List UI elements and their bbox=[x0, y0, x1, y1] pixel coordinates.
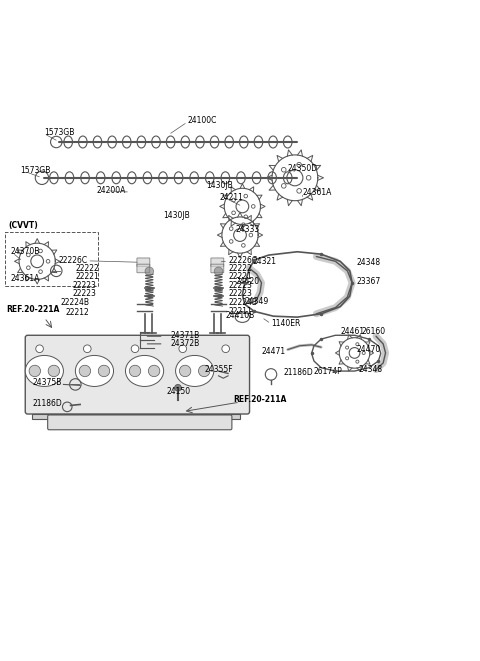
Text: 22223: 22223 bbox=[73, 281, 97, 290]
Text: 24348: 24348 bbox=[359, 365, 383, 374]
Text: 24100C: 24100C bbox=[188, 116, 217, 125]
Text: 24355F: 24355F bbox=[204, 365, 233, 374]
Text: REF.20-221A: REF.20-221A bbox=[6, 305, 60, 315]
Text: 24361A: 24361A bbox=[11, 274, 40, 282]
Text: 23367: 23367 bbox=[357, 278, 381, 286]
FancyBboxPatch shape bbox=[137, 258, 150, 266]
Text: 24370B: 24370B bbox=[11, 247, 40, 256]
Circle shape bbox=[98, 366, 110, 377]
Text: 26174P: 26174P bbox=[314, 367, 343, 375]
Circle shape bbox=[222, 345, 229, 352]
Text: 24471: 24471 bbox=[262, 347, 286, 356]
Text: 24348: 24348 bbox=[357, 258, 381, 267]
Circle shape bbox=[199, 366, 210, 377]
Text: 22211: 22211 bbox=[228, 307, 252, 316]
Text: 22226C: 22226C bbox=[228, 256, 257, 265]
Text: 1140ER: 1140ER bbox=[271, 319, 300, 329]
Circle shape bbox=[129, 366, 141, 377]
FancyBboxPatch shape bbox=[211, 258, 224, 266]
Text: 24349: 24349 bbox=[245, 297, 269, 306]
Circle shape bbox=[131, 345, 139, 352]
Circle shape bbox=[175, 385, 181, 391]
Text: 24410B: 24410B bbox=[226, 311, 255, 320]
Text: REF.20-211A: REF.20-211A bbox=[233, 395, 286, 404]
Text: 22226C: 22226C bbox=[58, 256, 87, 265]
Text: 24333: 24333 bbox=[235, 225, 260, 234]
Ellipse shape bbox=[176, 356, 214, 387]
Circle shape bbox=[79, 366, 91, 377]
Circle shape bbox=[148, 366, 160, 377]
Text: 24361A: 24361A bbox=[302, 188, 331, 196]
Text: 24150: 24150 bbox=[166, 387, 190, 395]
Ellipse shape bbox=[25, 356, 63, 387]
Text: 24371B: 24371B bbox=[171, 330, 200, 340]
Text: 26160: 26160 bbox=[362, 327, 386, 336]
Text: 24461: 24461 bbox=[340, 327, 364, 336]
Text: 22212: 22212 bbox=[66, 308, 90, 317]
Ellipse shape bbox=[75, 356, 114, 387]
Text: 1573GB: 1573GB bbox=[21, 166, 51, 175]
Text: 21186D: 21186D bbox=[284, 368, 313, 377]
Text: 24470: 24470 bbox=[357, 345, 381, 354]
Text: 22223: 22223 bbox=[73, 290, 97, 298]
Text: 24200A: 24200A bbox=[97, 186, 126, 195]
Text: 22222: 22222 bbox=[75, 264, 99, 273]
Text: 24372B: 24372B bbox=[171, 339, 200, 348]
Text: 22224B: 22224B bbox=[60, 298, 90, 307]
Text: 1430JB: 1430JB bbox=[164, 210, 191, 219]
Text: 22223: 22223 bbox=[228, 281, 252, 290]
Text: 22221: 22221 bbox=[228, 272, 252, 281]
FancyBboxPatch shape bbox=[25, 335, 250, 414]
Polygon shape bbox=[33, 414, 240, 419]
Circle shape bbox=[36, 345, 43, 352]
Text: 22222: 22222 bbox=[228, 264, 252, 273]
Text: 21186D: 21186D bbox=[33, 399, 62, 408]
Text: 22224B: 22224B bbox=[228, 298, 257, 307]
Circle shape bbox=[145, 267, 154, 276]
Text: 22221: 22221 bbox=[75, 272, 99, 281]
Text: 24420: 24420 bbox=[235, 278, 259, 286]
Text: 24350D: 24350D bbox=[288, 164, 318, 173]
Circle shape bbox=[29, 366, 40, 377]
Circle shape bbox=[48, 366, 60, 377]
Ellipse shape bbox=[125, 356, 164, 387]
Circle shape bbox=[179, 345, 187, 352]
Text: 1430JB: 1430JB bbox=[206, 181, 233, 190]
FancyBboxPatch shape bbox=[137, 264, 150, 273]
Circle shape bbox=[180, 366, 191, 377]
Circle shape bbox=[214, 267, 223, 276]
Text: 22223: 22223 bbox=[228, 290, 252, 298]
Circle shape bbox=[84, 345, 91, 352]
Text: (CVVT): (CVVT) bbox=[9, 221, 38, 230]
Text: 24211: 24211 bbox=[219, 193, 243, 202]
Text: 24375B: 24375B bbox=[33, 377, 62, 387]
FancyBboxPatch shape bbox=[211, 264, 224, 273]
FancyBboxPatch shape bbox=[48, 415, 232, 430]
Text: 24321: 24321 bbox=[253, 257, 277, 266]
Text: 1573GB: 1573GB bbox=[44, 128, 75, 137]
